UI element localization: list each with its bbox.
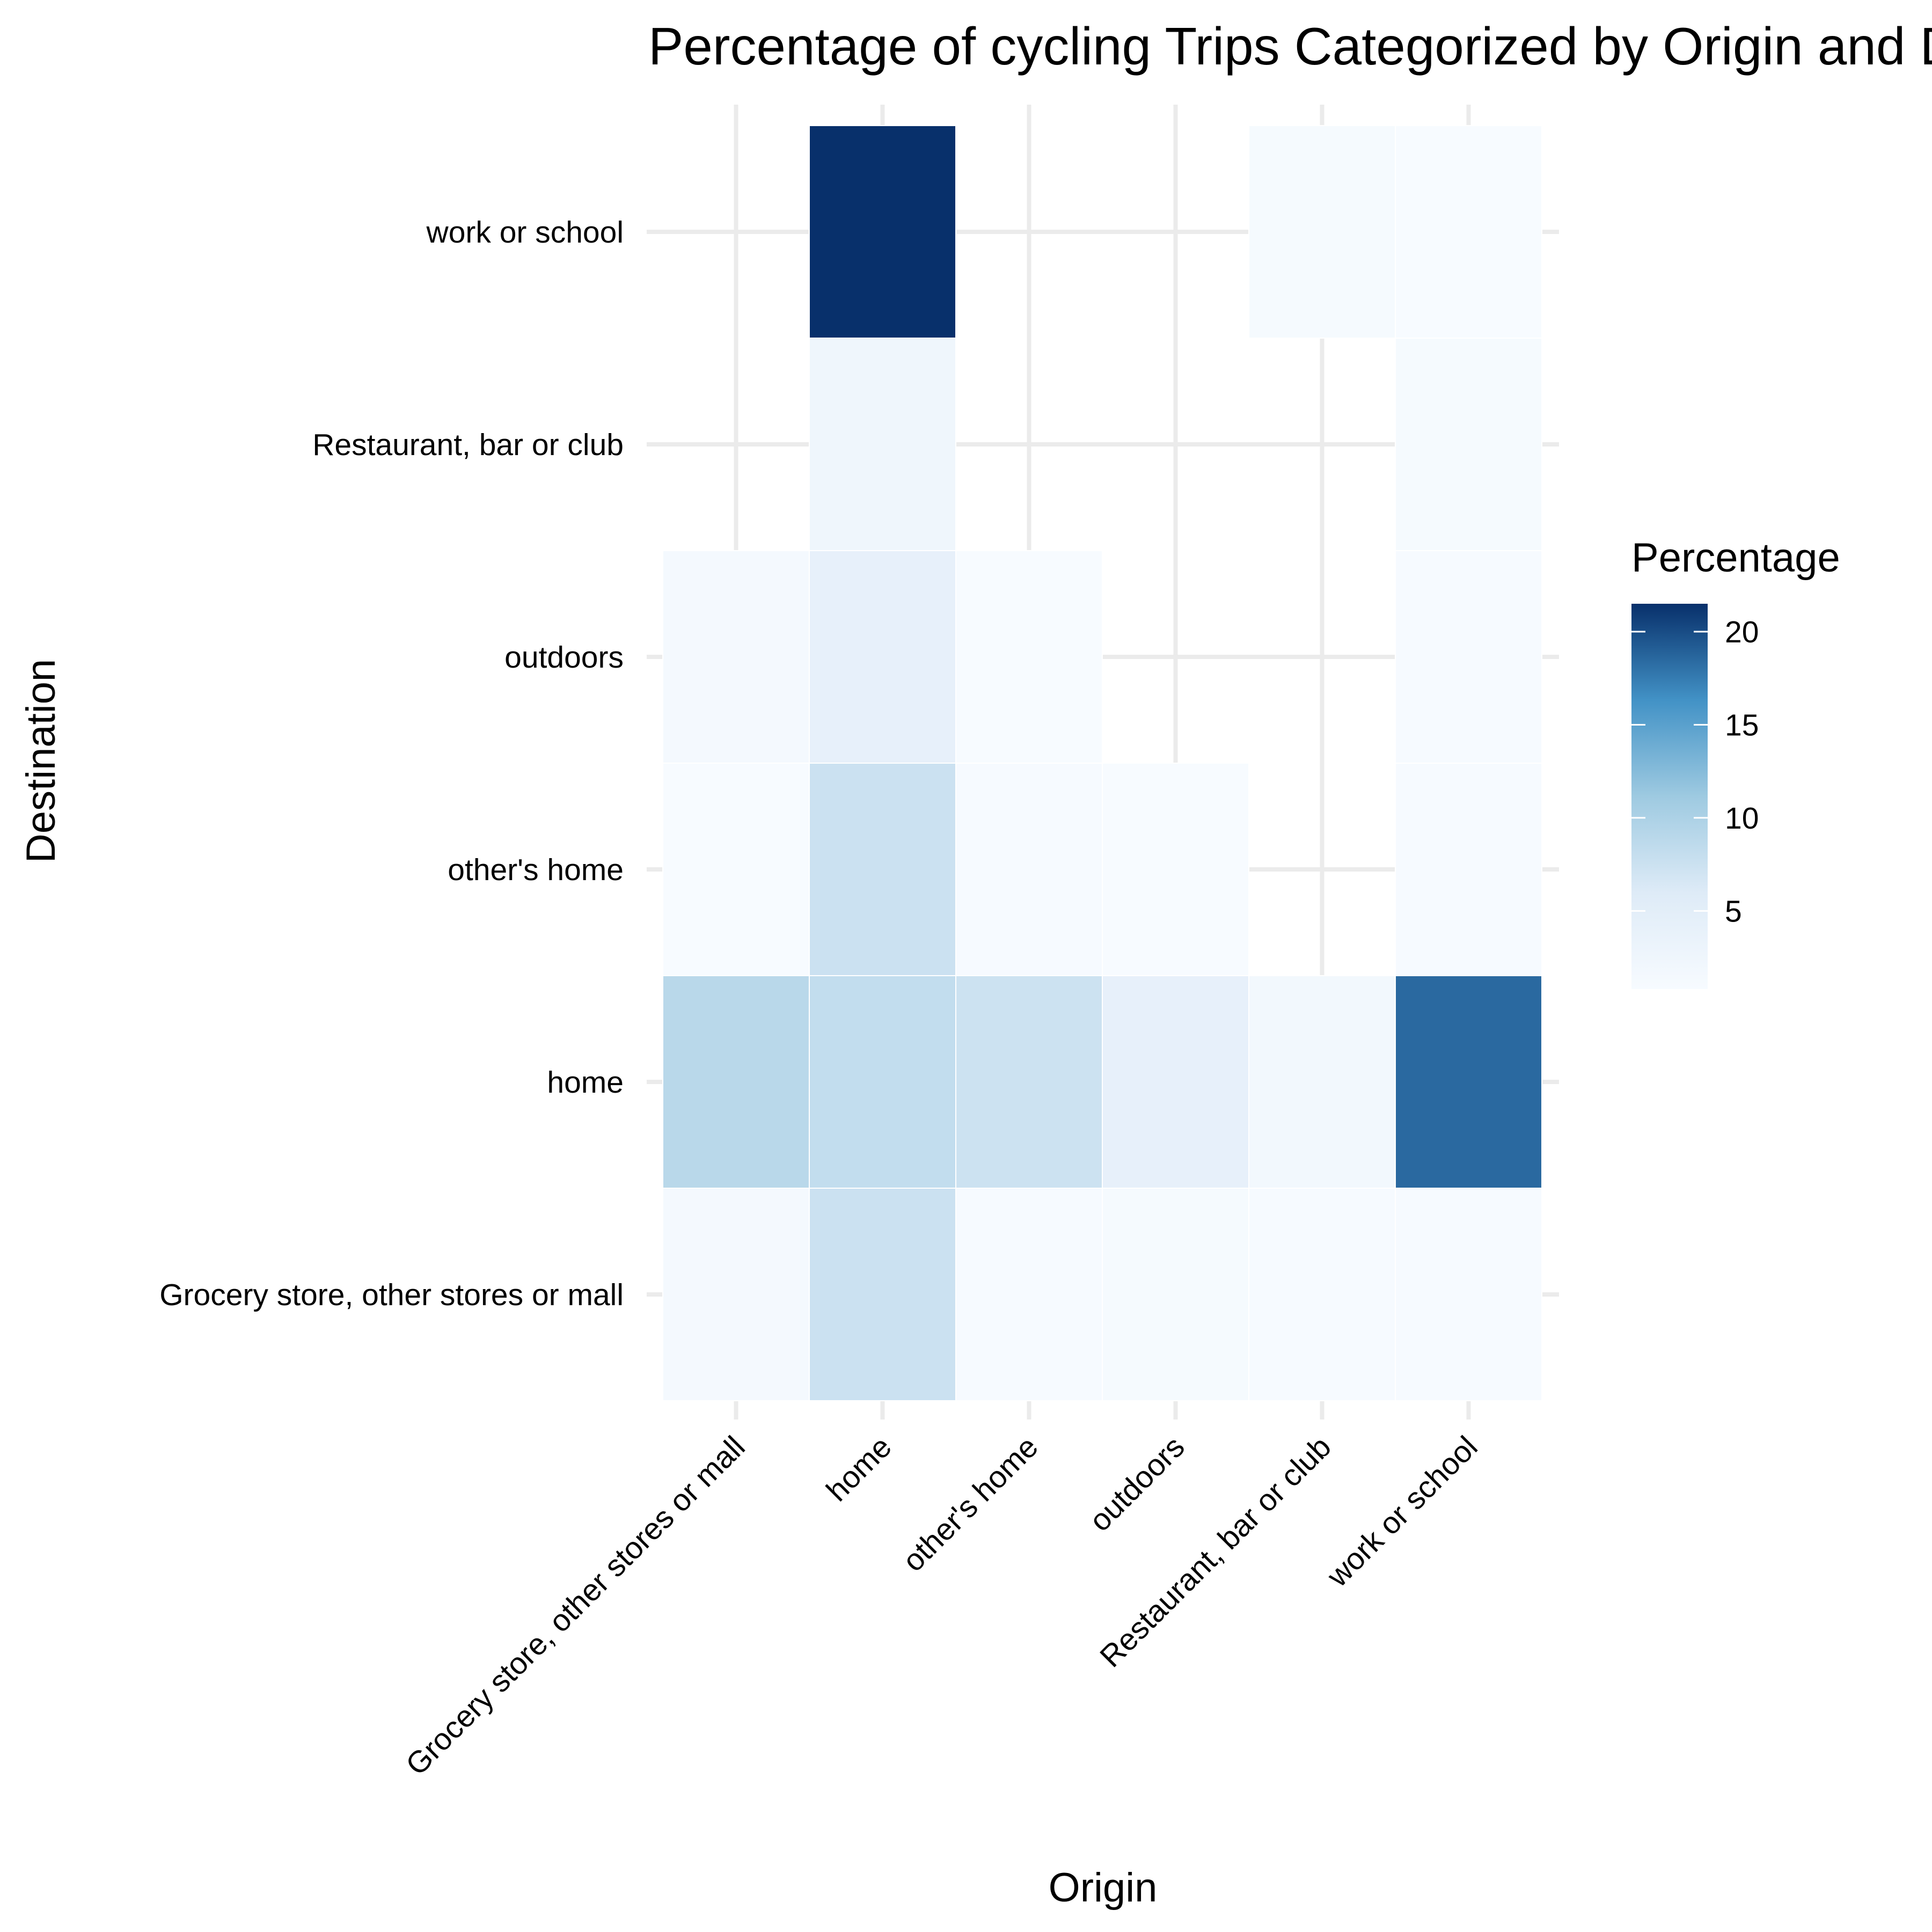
heatmap-cell [1395, 1188, 1542, 1401]
heatmap-cell [1395, 763, 1542, 976]
heatmap-cell [955, 550, 1103, 764]
heatmap-cell [955, 1188, 1103, 1401]
heatmap-cell [809, 763, 956, 976]
heatmap-cell [662, 550, 810, 764]
heatmap-cell [809, 1188, 956, 1401]
heatmap-cell [1248, 975, 1396, 1189]
y-tick-label: Restaurant, bar or club [312, 428, 624, 462]
legend-title: Percentage [1631, 535, 1840, 581]
heatmap-cell [662, 1188, 810, 1401]
heatmap-cell [809, 125, 956, 339]
legend-tick-label: 10 [1725, 801, 1759, 836]
x-tick-label: work or school [1320, 1430, 1484, 1594]
y-tick-label: work or school [426, 215, 624, 250]
x-axis-label: Origin [1049, 1865, 1158, 1911]
heatmap-cell [1102, 763, 1249, 976]
y-tick-label: other's home [448, 853, 624, 887]
heatmap-cell [809, 550, 956, 764]
x-tick-label: home [820, 1430, 898, 1508]
chart-title: Percentage of cycling Trips Categorized … [648, 17, 1932, 76]
heatmap-cell [1395, 125, 1542, 339]
y-tick-label: outdoors [504, 640, 624, 675]
heatmap-cell [1248, 125, 1396, 339]
y-tick-labels: Grocery store, other stores or mall home o… [159, 215, 624, 1312]
y-axis-label: Destination [18, 659, 64, 863]
x-tick-labels: Grocery store, other stores or mall homeo… [399, 1430, 1484, 1782]
heatmap-cell [662, 975, 810, 1189]
y-tick-label: home [547, 1065, 624, 1100]
legend-colorbar [1631, 604, 1708, 989]
legend-tick-label: 5 [1725, 894, 1742, 928]
heatmap-cells [662, 125, 1542, 1401]
heatmap-cell [1102, 1188, 1249, 1401]
heatmap-cell [662, 763, 810, 976]
y-tick-label: Grocery store, other stores or mall [159, 1278, 624, 1312]
heatmap-cell [1395, 550, 1542, 764]
x-tick-label: Grocery store, other stores or mall [399, 1430, 752, 1782]
x-tick-label: outdoors [1083, 1430, 1191, 1538]
heatmap-cell [809, 338, 956, 551]
heatmap-cell [1395, 338, 1542, 551]
heatmap-cell [1102, 975, 1249, 1189]
heatmap-cell [809, 975, 956, 1189]
legend-tick-label: 20 [1725, 615, 1759, 649]
x-tick-label: other's home [896, 1430, 1045, 1578]
legend-ticks: 5 10 15 20 [1631, 615, 1759, 928]
heatmap-cell [955, 975, 1103, 1189]
heatmap-cell [1248, 1188, 1396, 1401]
heatmap-cell [955, 763, 1103, 976]
legend: Percentage 5 10 15 20 [1631, 535, 1840, 989]
legend-tick-label: 15 [1725, 708, 1759, 742]
heatmap-cell [1395, 975, 1542, 1189]
